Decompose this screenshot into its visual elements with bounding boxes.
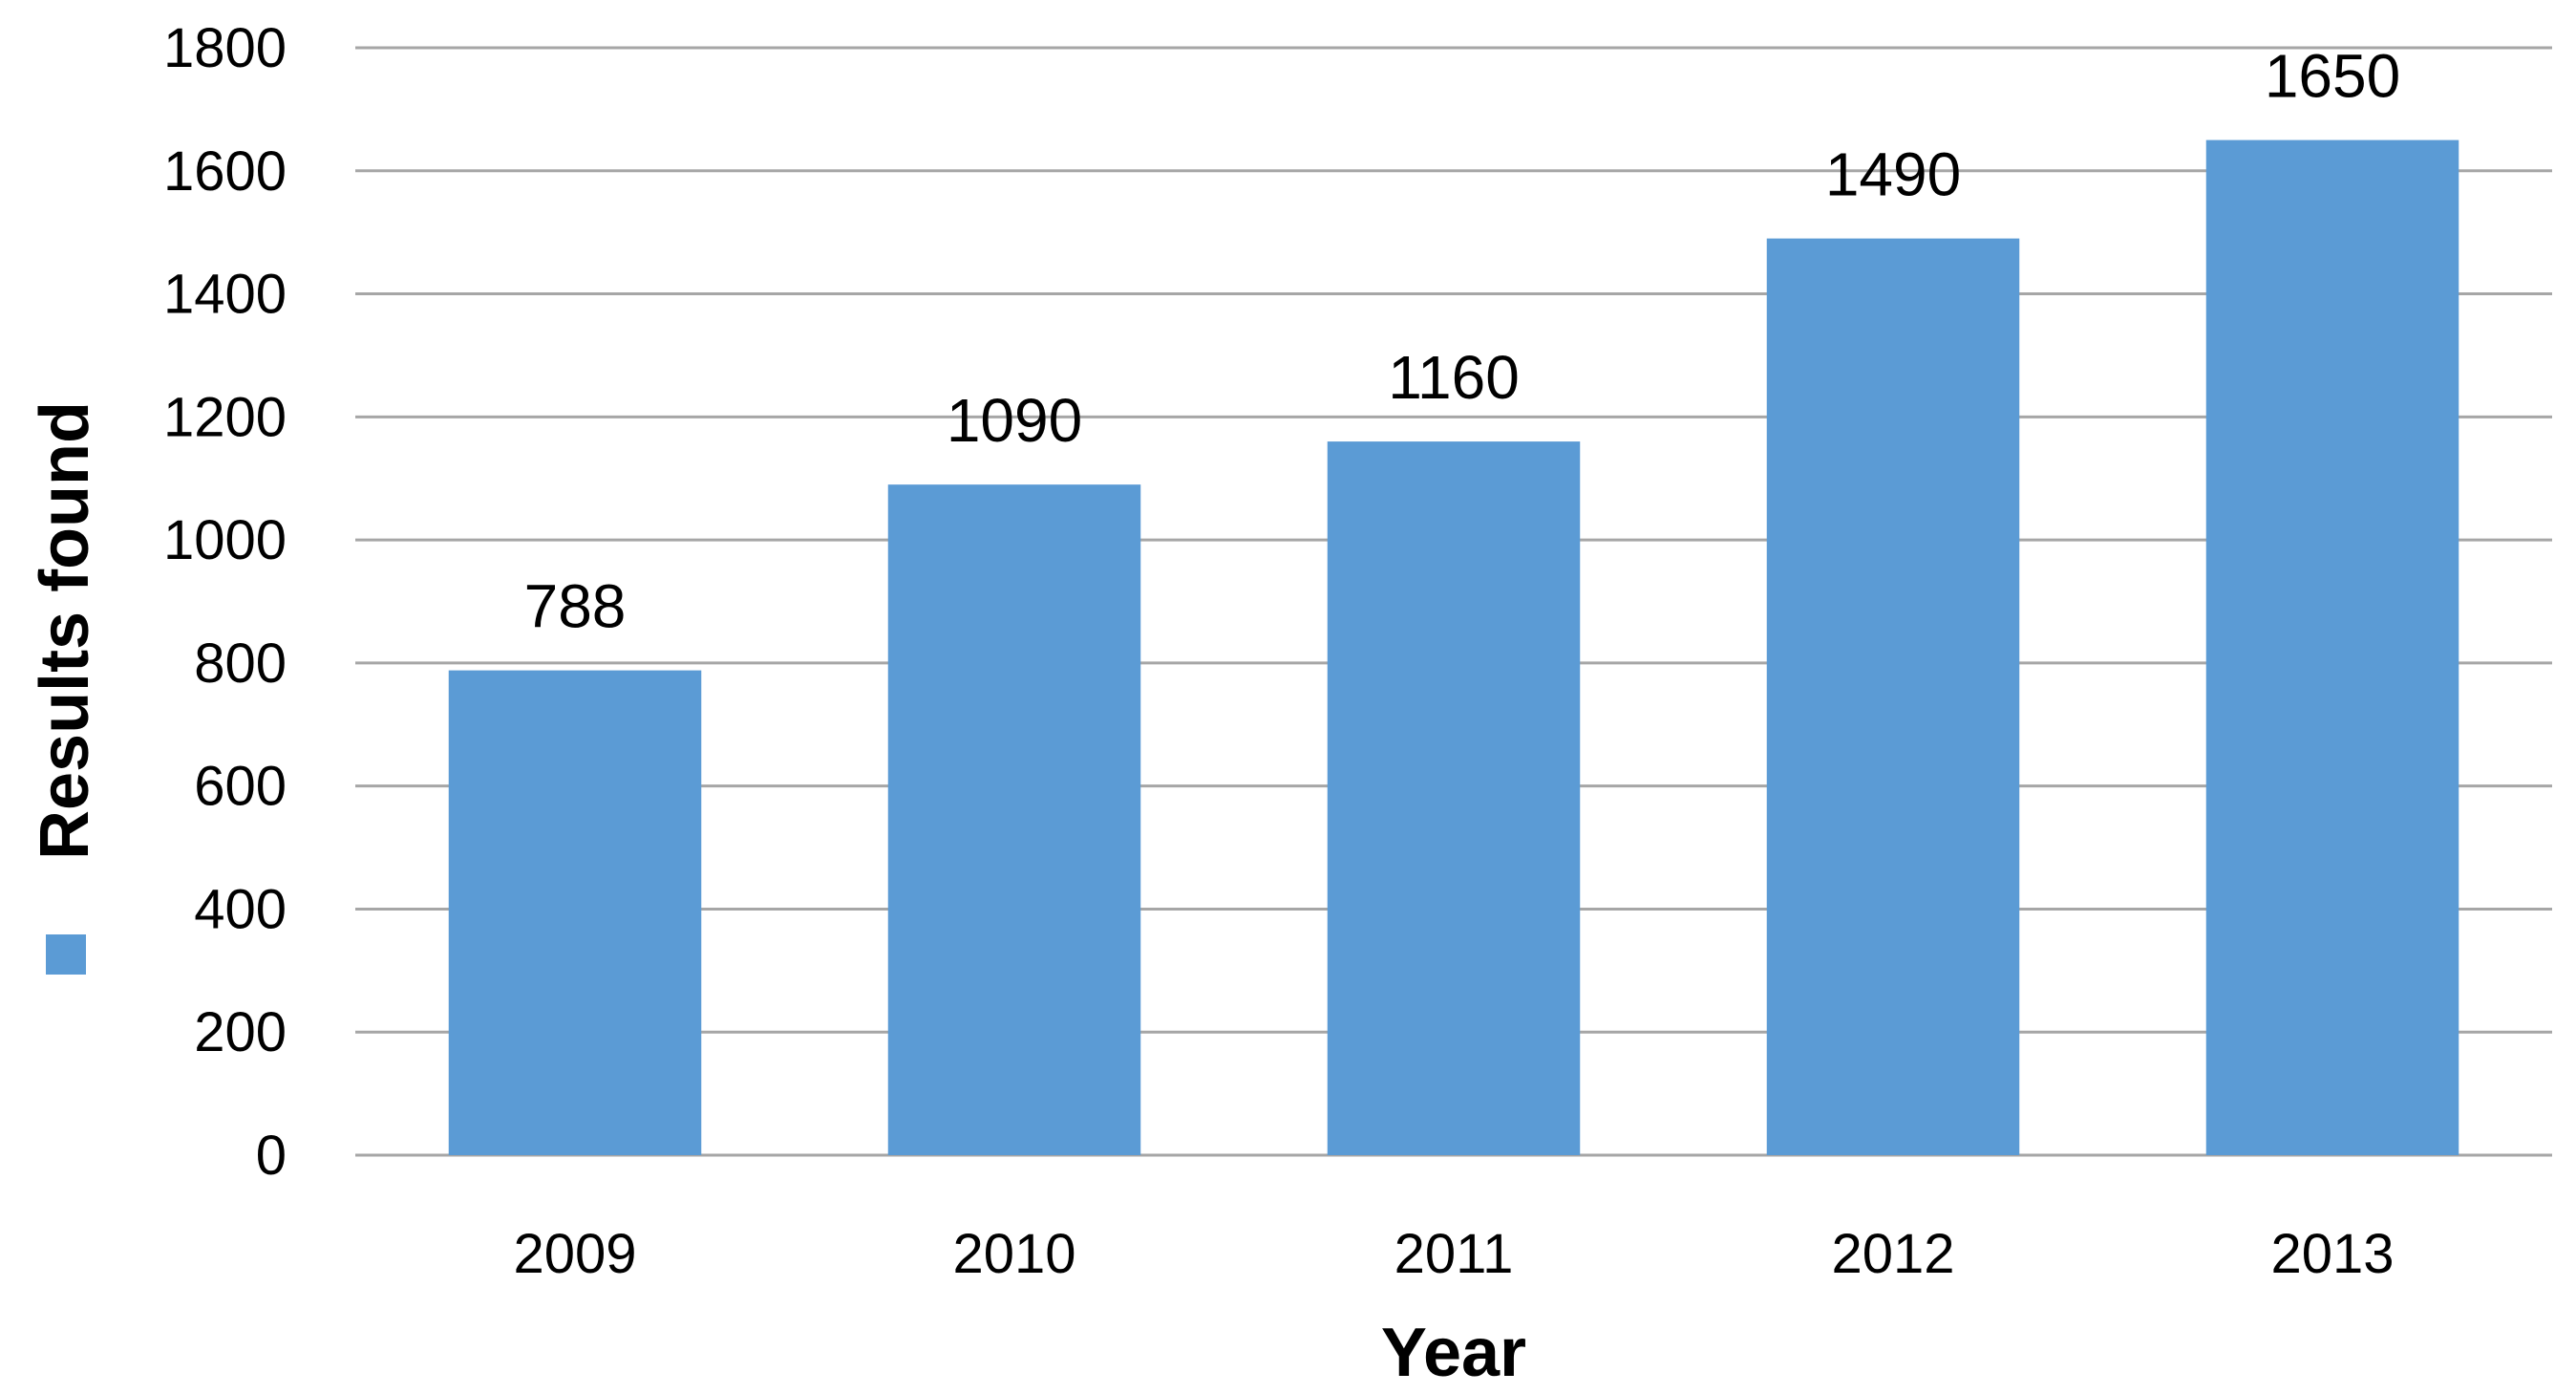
x-axis-title: Year (1381, 1315, 1526, 1391)
y-tick-label: 200 (194, 1001, 287, 1063)
bars (448, 139, 2459, 1156)
bar-2011 (1327, 441, 1581, 1156)
bar-2009 (448, 670, 702, 1155)
data-label-2010: 1090 (947, 386, 1082, 455)
y-tick-label: 1800 (163, 17, 287, 79)
y-tick-label: 800 (194, 633, 287, 695)
y-tick-label: 1000 (163, 509, 287, 571)
x-tick-label-2013: 2013 (2270, 1223, 2394, 1285)
y-tick-label: 600 (194, 756, 287, 818)
y-axis-title: Results found (27, 401, 103, 860)
y-tick-label: 1200 (163, 386, 287, 448)
bar-2010 (887, 484, 1141, 1155)
data-label-2012: 1490 (1825, 140, 1961, 209)
data-label-2009: 788 (524, 572, 627, 641)
bar-2013 (2205, 139, 2459, 1155)
data-label-2011: 1160 (1388, 343, 1520, 412)
x-tick-label-2009: 2009 (513, 1223, 636, 1285)
y-tick-label: 1400 (163, 264, 287, 326)
data-labels: 788 1090 1160 1490 1650 (524, 42, 2401, 641)
x-axis-tick-labels: 2009 2010 2011 2012 2013 (513, 1223, 2394, 1285)
y-tick-label: 0 (256, 1125, 287, 1187)
legend-swatch (46, 934, 86, 975)
x-tick-label-2011: 2011 (1394, 1223, 1514, 1285)
y-tick-label: 400 (194, 878, 287, 940)
y-tick-label: 1600 (163, 140, 287, 203)
y-axis-tick-labels: 0 200 400 600 800 1000 1200 1400 1600 1800 (163, 17, 287, 1187)
data-label-2013: 1650 (2265, 42, 2400, 111)
x-tick-label-2012: 2012 (1831, 1223, 1954, 1285)
x-tick-label-2010: 2010 (952, 1223, 1075, 1285)
bar-2012 (1766, 238, 2020, 1155)
